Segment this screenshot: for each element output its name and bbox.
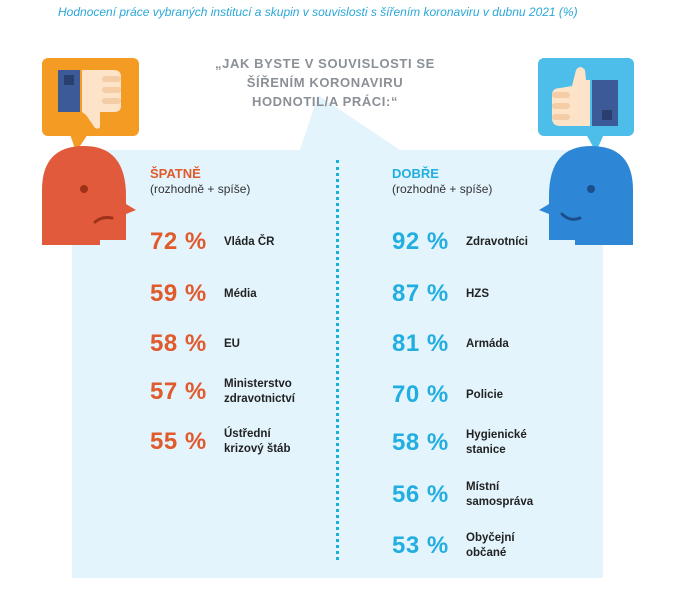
- institution-label: Ministerstvo zdravotnictví: [224, 378, 295, 405]
- list-item: 53 % Obyčejní občané: [392, 528, 515, 564]
- institution-label: EU: [224, 337, 240, 350]
- list-item: 58 % EU: [150, 326, 240, 362]
- percentage: 58 %: [150, 330, 207, 357]
- percentage: 57 %: [150, 378, 207, 405]
- list-item: 56 % Místní samospráva: [392, 477, 533, 513]
- institution-label: Ústřední krizový štáb: [224, 428, 291, 455]
- percentage: 55 %: [150, 428, 207, 455]
- good-subheading: (rozhodně + spíše): [392, 182, 493, 196]
- institution-label: Vláda ČR: [224, 235, 275, 248]
- happy-face-icon: [539, 146, 633, 245]
- institution-label: Zdravotníci: [466, 235, 528, 248]
- percentage: 58 %: [392, 429, 449, 456]
- list-item: 87 % HZS: [392, 276, 489, 312]
- survey-question: „JAK BYSTE V SOUVISLOSTI SE ŠÍŘENÍM KORO…: [215, 56, 435, 109]
- institution-label: Média: [224, 287, 257, 300]
- percentage: 59 %: [150, 280, 207, 307]
- percentage: 70 %: [392, 381, 449, 408]
- institution-label: Obyčejní občané: [466, 532, 515, 559]
- list-item: 58 % Hygienické stanice: [392, 425, 527, 461]
- thumbs-up-icon: [538, 58, 634, 152]
- percentage: 92 %: [392, 228, 449, 255]
- page-title: Hodnocení práce vybraných institucí a sk…: [58, 5, 578, 19]
- institution-label: Místní samospráva: [466, 481, 534, 508]
- percentage: 87 %: [392, 280, 449, 307]
- list-item: 55 % Ústřední krizový štáb: [150, 424, 290, 460]
- bad-subheading: (rozhodně + spíše): [150, 182, 251, 196]
- list-item: 72 % Vláda ČR: [150, 224, 275, 260]
- sad-face-icon: [42, 146, 136, 245]
- institution-label: HZS: [466, 287, 489, 300]
- list-item: 59 % Média: [150, 276, 257, 312]
- good-heading: DOBŘE: [392, 166, 439, 181]
- percentage: 72 %: [150, 228, 207, 255]
- thumbs-down-icon: [42, 58, 139, 152]
- institution-label: Armáda: [466, 337, 509, 350]
- percentage: 81 %: [392, 330, 449, 357]
- percentage: 56 %: [392, 481, 449, 508]
- institution-label: Policie: [466, 388, 504, 401]
- percentage: 53 %: [392, 532, 449, 559]
- list-item: 70 % Policie: [392, 377, 503, 413]
- list-item: 81 % Armáda: [392, 326, 509, 362]
- bad-heading: ŠPATNĚ: [150, 166, 201, 181]
- list-item: 92 % Zdravotníci: [392, 224, 528, 260]
- column-divider: [336, 160, 339, 560]
- institution-label: Hygienické stanice: [466, 429, 527, 456]
- list-item: 57 % Ministerstvo zdravotnictví: [150, 374, 295, 410]
